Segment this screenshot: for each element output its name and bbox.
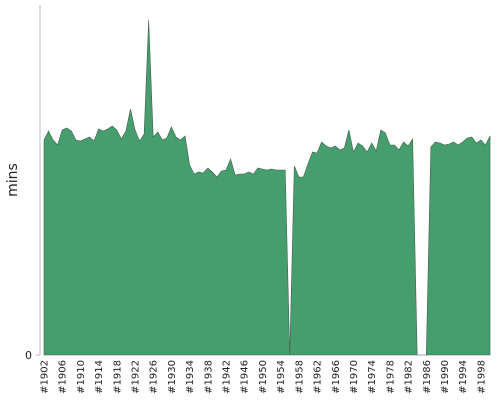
- x-tick-label: #1930: [167, 360, 178, 394]
- x-tick-label: #1902: [40, 360, 51, 394]
- x-tick-label: #1950: [258, 360, 269, 394]
- x-tick-label: #1954: [276, 360, 287, 394]
- x-tick-label: #1938: [203, 360, 214, 394]
- x-tick-label: #1910: [76, 360, 87, 394]
- x-tick-label: #1974: [367, 360, 378, 394]
- x-tick-label: #1946: [240, 360, 251, 394]
- x-tick-label: #1962: [313, 360, 324, 394]
- x-tick-label: #1906: [58, 360, 69, 394]
- x-tick-label: #1942: [222, 360, 233, 394]
- x-tick-label: #1994: [458, 360, 469, 394]
- x-tick-label: #1990: [440, 360, 451, 394]
- x-tick-label: #1958: [294, 360, 305, 394]
- area: [43, 19, 491, 356]
- x-tick-label: #1978: [385, 360, 396, 394]
- x-tick-label: #1934: [185, 360, 196, 394]
- x-tick-label: #1922: [131, 360, 142, 394]
- x-tick-label: #1926: [149, 360, 160, 394]
- x-tick-label: #1998: [476, 360, 487, 394]
- x-tick-label: #1970: [349, 360, 360, 394]
- y-axis-label: mins: [5, 163, 21, 197]
- x-tick-label: #1914: [94, 360, 105, 394]
- x-tick-label: #1918: [112, 360, 123, 394]
- x-tick-label: #1986: [422, 360, 433, 394]
- y-tick-label: 0: [25, 349, 32, 362]
- x-tick-label: #1982: [404, 360, 415, 394]
- x-tick-label: #1966: [331, 360, 342, 394]
